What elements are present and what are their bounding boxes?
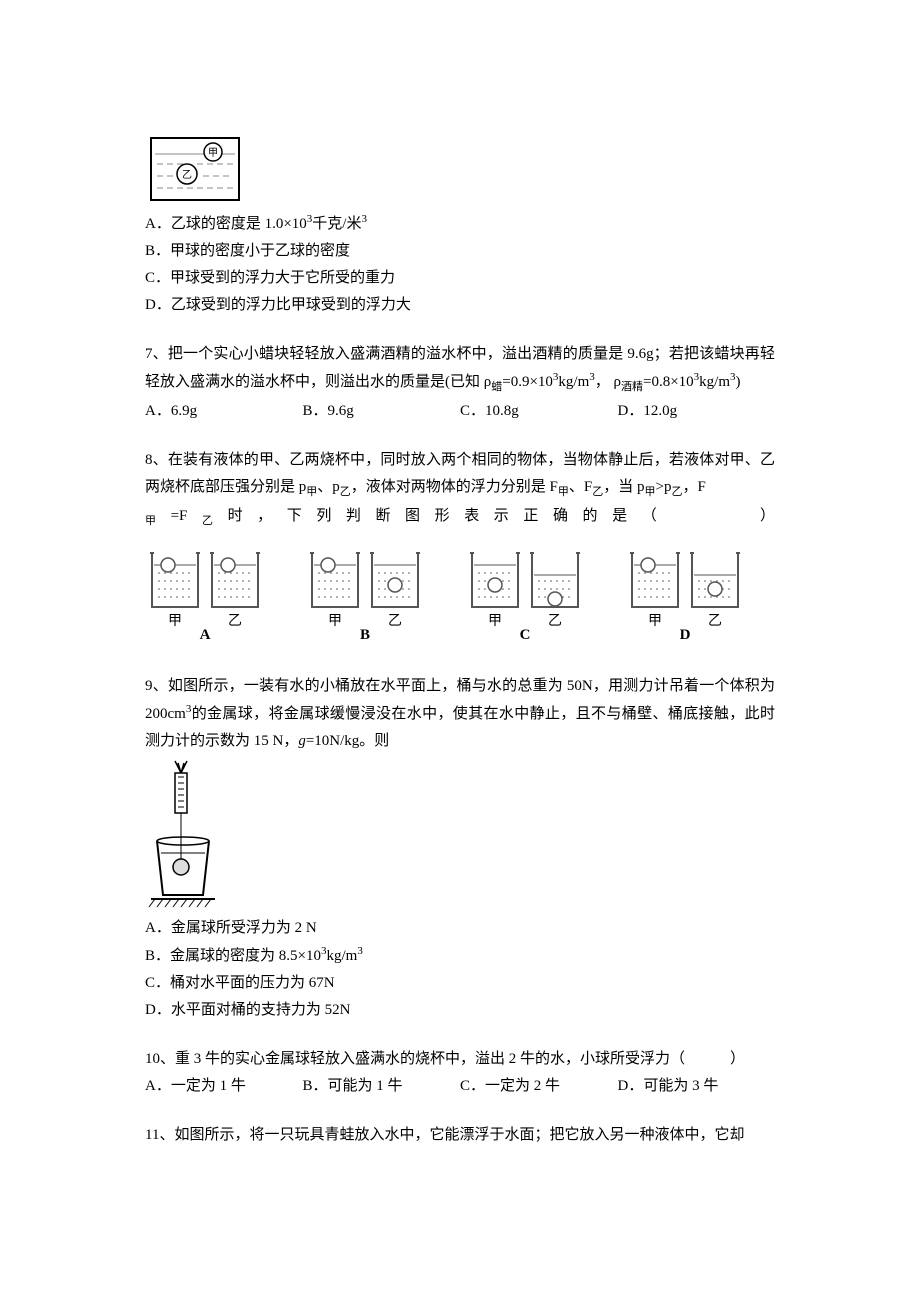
q9-option-a: A．金属球所受浮力为 2 N bbox=[145, 915, 775, 942]
q10-options: A．一定为 1 牛 B．可能为 1 牛 C．一定为 2 牛 D．可能为 3 牛 bbox=[145, 1073, 775, 1100]
question-9: 9、如图所示，一装有水的小桶放在水平面上，桶与水的总重为 50N，用测力计吊着一… bbox=[145, 673, 775, 1024]
q8-stem-line2: 甲=F乙时，下列判断图形表示正确的是（ ） bbox=[145, 503, 775, 532]
sub: 甲 bbox=[558, 486, 569, 498]
q10-option-d: D．可能为 3 牛 bbox=[618, 1073, 776, 1100]
q9-options: A．金属球所受浮力为 2 N B．金属球的密度为 8.5×103kg/m3 C．… bbox=[145, 915, 775, 1024]
svg-text:甲: 甲 bbox=[328, 614, 342, 629]
question-10: 10、重 3 牛的实心金属球轻放入盛满水的烧杯中，溢出 2 牛的水，小球所受浮力… bbox=[145, 1046, 775, 1100]
q11-stem: 11、如图所示，将一只玩具青蛙放入水中，它能漂浮于水面；把它放入另一种液体中，它… bbox=[145, 1122, 775, 1149]
txt: kg/m bbox=[326, 948, 357, 964]
txt: kg/m bbox=[558, 374, 589, 390]
q6-option-c: C．甲球受到的浮力大于它所受的重力 bbox=[145, 265, 775, 292]
txt: >p bbox=[655, 479, 671, 495]
sup: 3 bbox=[357, 945, 363, 957]
q10-option-a: A．一定为 1 牛 bbox=[145, 1073, 303, 1100]
svg-text:A: A bbox=[200, 627, 211, 643]
txt: B．金属球的密度为 8.5×10 bbox=[145, 948, 321, 964]
txt: =0.8×10 bbox=[643, 374, 694, 390]
q7-option-b: B．9.6g bbox=[303, 398, 461, 425]
sub: 乙 bbox=[187, 515, 227, 527]
txt: 时，下列判断图形表示正确的是（ ） bbox=[228, 508, 775, 524]
sub: 蜡 bbox=[491, 381, 502, 393]
svg-text:甲: 甲 bbox=[488, 614, 502, 629]
q6-option-d: D．乙球受到的浮力比甲球受到的浮力大 bbox=[145, 292, 775, 319]
q7-option-d: D．12.0g bbox=[618, 398, 776, 425]
q10-option-c: C．一定为 2 牛 bbox=[460, 1073, 618, 1100]
sub: 甲 bbox=[145, 515, 171, 527]
opt-text: 千克/米 bbox=[312, 216, 361, 232]
svg-text:甲: 甲 bbox=[648, 614, 662, 629]
txt: kg/m bbox=[699, 374, 730, 390]
q6-option-a: A．乙球的密度是 1.0×103千克/米3 bbox=[145, 210, 775, 238]
svg-text:乙: 乙 bbox=[228, 613, 242, 629]
sub: 酒精 bbox=[621, 381, 643, 393]
txt: 、F bbox=[569, 479, 592, 495]
question-8: 8、在装有液体的甲、乙两烧杯中，同时放入两个相同的物体，当物体静止后，若液体对甲… bbox=[145, 447, 775, 652]
q9-option-c: C．桶对水平面的压力为 67N bbox=[145, 970, 775, 997]
svg-text:D: D bbox=[680, 627, 691, 643]
txt: =F bbox=[171, 508, 188, 524]
svg-text:乙: 乙 bbox=[708, 613, 722, 629]
q9-figure bbox=[145, 759, 775, 909]
q6-option-b: B．甲球的密度小于乙球的密度 bbox=[145, 238, 775, 265]
txt: ， ρ bbox=[595, 374, 621, 390]
question-6: 甲 乙 A．乙球的密度是 1.0×103千克/米3 B．甲球的密度小于乙球的密度… bbox=[145, 134, 775, 319]
txt: =10N/kg。则 bbox=[306, 733, 389, 749]
var-g: g bbox=[298, 733, 306, 749]
q7-option-a: A．6.9g bbox=[145, 398, 303, 425]
q7-stem: 7、把一个实心小蜡块轻轻放入盛满酒精的溢水杯中，溢出酒精的质量是 9.6g；若把… bbox=[145, 341, 775, 398]
exp: 3 bbox=[361, 213, 367, 225]
sub: 乙 bbox=[671, 486, 682, 498]
svg-text:甲: 甲 bbox=[208, 148, 218, 159]
txt: ) bbox=[736, 374, 741, 390]
q6-options: A．乙球的密度是 1.0×103千克/米3 B．甲球的密度小于乙球的密度 C．甲… bbox=[145, 210, 775, 319]
q6-figure: 甲 乙 bbox=[145, 134, 775, 204]
svg-text:B: B bbox=[360, 627, 370, 643]
q10-option-b: B．可能为 1 牛 bbox=[303, 1073, 461, 1100]
q7-option-c: C．10.8g bbox=[460, 398, 618, 425]
txt: =0.9×10 bbox=[502, 374, 553, 390]
q9-option-d: D．水平面对桶的支持力为 52N bbox=[145, 997, 775, 1024]
sub: 甲 bbox=[644, 486, 655, 498]
txt: 、p bbox=[317, 479, 340, 495]
q9-stem: 9、如图所示，一装有水的小桶放在水平面上，桶与水的总重为 50N，用测力计吊着一… bbox=[145, 673, 775, 755]
q7-options: A．6.9g B．9.6g C．10.8g D．12.0g bbox=[145, 398, 775, 425]
q8-figure: 甲 乙 A 甲 乙 bbox=[145, 541, 775, 651]
question-11: 11、如图所示，将一只玩具青蛙放入水中，它能漂浮于水面；把它放入另一种液体中，它… bbox=[145, 1122, 775, 1149]
q8-stem: 8、在装有液体的甲、乙两烧杯中，同时放入两个相同的物体，当物体静止后，若液体对甲… bbox=[145, 447, 775, 503]
txt: ，F bbox=[682, 479, 705, 495]
txt: 的金属球，将金属球缓慢浸没在水中，使其在水中静止，且不与桶壁、桶底接触，此时测力… bbox=[145, 706, 775, 749]
q9-option-b: B．金属球的密度为 8.5×103kg/m3 bbox=[145, 942, 775, 970]
svg-text:C: C bbox=[520, 627, 531, 643]
sub: 乙 bbox=[592, 486, 603, 498]
svg-text:乙: 乙 bbox=[388, 613, 402, 629]
opt-text: A．乙球的密度是 1.0×10 bbox=[145, 216, 307, 232]
q10-stem: 10、重 3 牛的实心金属球轻放入盛满水的烧杯中，溢出 2 牛的水，小球所受浮力… bbox=[145, 1046, 775, 1073]
sub: 乙 bbox=[340, 486, 351, 498]
svg-text:甲: 甲 bbox=[168, 614, 182, 629]
txt: ，液体对两物体的浮力分别是 F bbox=[351, 479, 558, 495]
svg-text:乙: 乙 bbox=[548, 613, 562, 629]
svg-text:乙: 乙 bbox=[182, 169, 192, 181]
txt: ，当 p bbox=[603, 479, 644, 495]
sub: 甲 bbox=[306, 486, 317, 498]
question-7: 7、把一个实心小蜡块轻轻放入盛满酒精的溢水杯中，溢出酒精的质量是 9.6g；若把… bbox=[145, 341, 775, 425]
